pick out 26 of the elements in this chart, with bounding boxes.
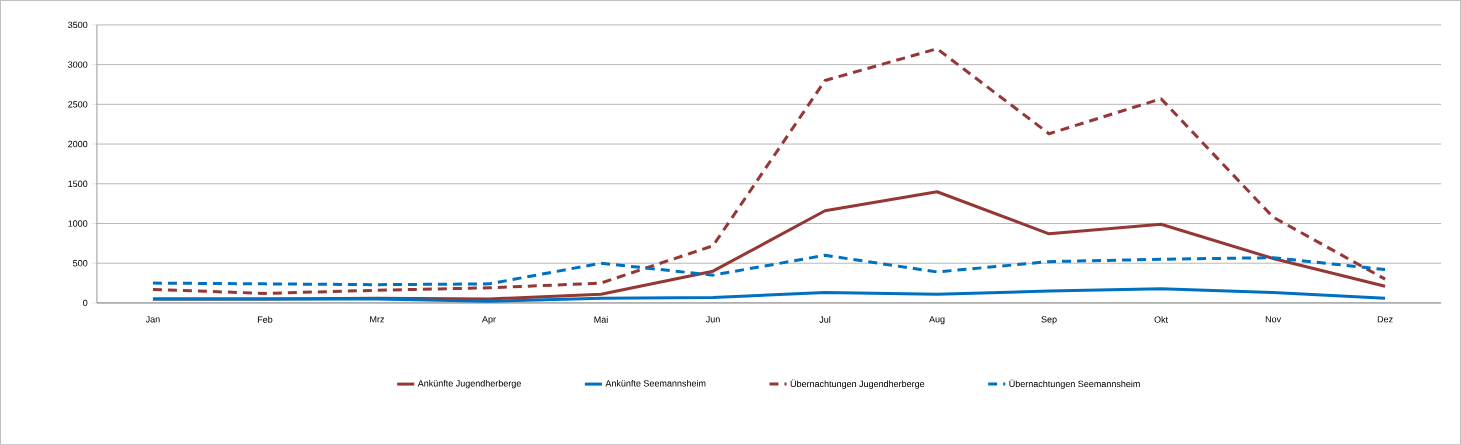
line-series	[151, 47, 1387, 295]
legend-label: Ankünfte Jugendherberge	[417, 379, 521, 389]
x-tick-label: Okt	[1154, 316, 1168, 323]
y-tick-label: 3500	[68, 21, 88, 29]
y-tick-label: 500	[73, 260, 88, 267]
x-tick-label: Aug	[929, 316, 945, 325]
y-tick-label: 2500	[68, 101, 88, 108]
line-series	[151, 253, 1387, 287]
legend-label: Übernachtungen Jugendherberge	[790, 379, 925, 389]
x-tick-label: Mrz	[370, 316, 384, 323]
x-tick-label: Dez	[1377, 316, 1393, 323]
y-tick-label: 1000	[68, 220, 88, 227]
y-tick-label: 3000	[68, 61, 88, 68]
legend-label: Übernachtungen Seemannsheim	[1009, 379, 1140, 389]
legend-label: Ankünfte Seemannsheim	[605, 379, 706, 387]
x-tick-label: Jul	[819, 316, 831, 323]
x-tick-label: Jun	[705, 316, 720, 323]
x-tick-label: Apr	[481, 316, 496, 325]
y-tick-label: 2000	[68, 140, 88, 148]
y-tick-label: 0	[83, 299, 88, 307]
x-tick-label: Mai	[594, 316, 608, 323]
x-tick-label: Jan	[145, 316, 160, 323]
x-tick-label: Nov	[1265, 316, 1282, 323]
x-tick-label: Feb	[257, 316, 273, 323]
y-tick-label: 1500	[68, 180, 88, 188]
x-tick-label: Sep	[1041, 316, 1057, 325]
